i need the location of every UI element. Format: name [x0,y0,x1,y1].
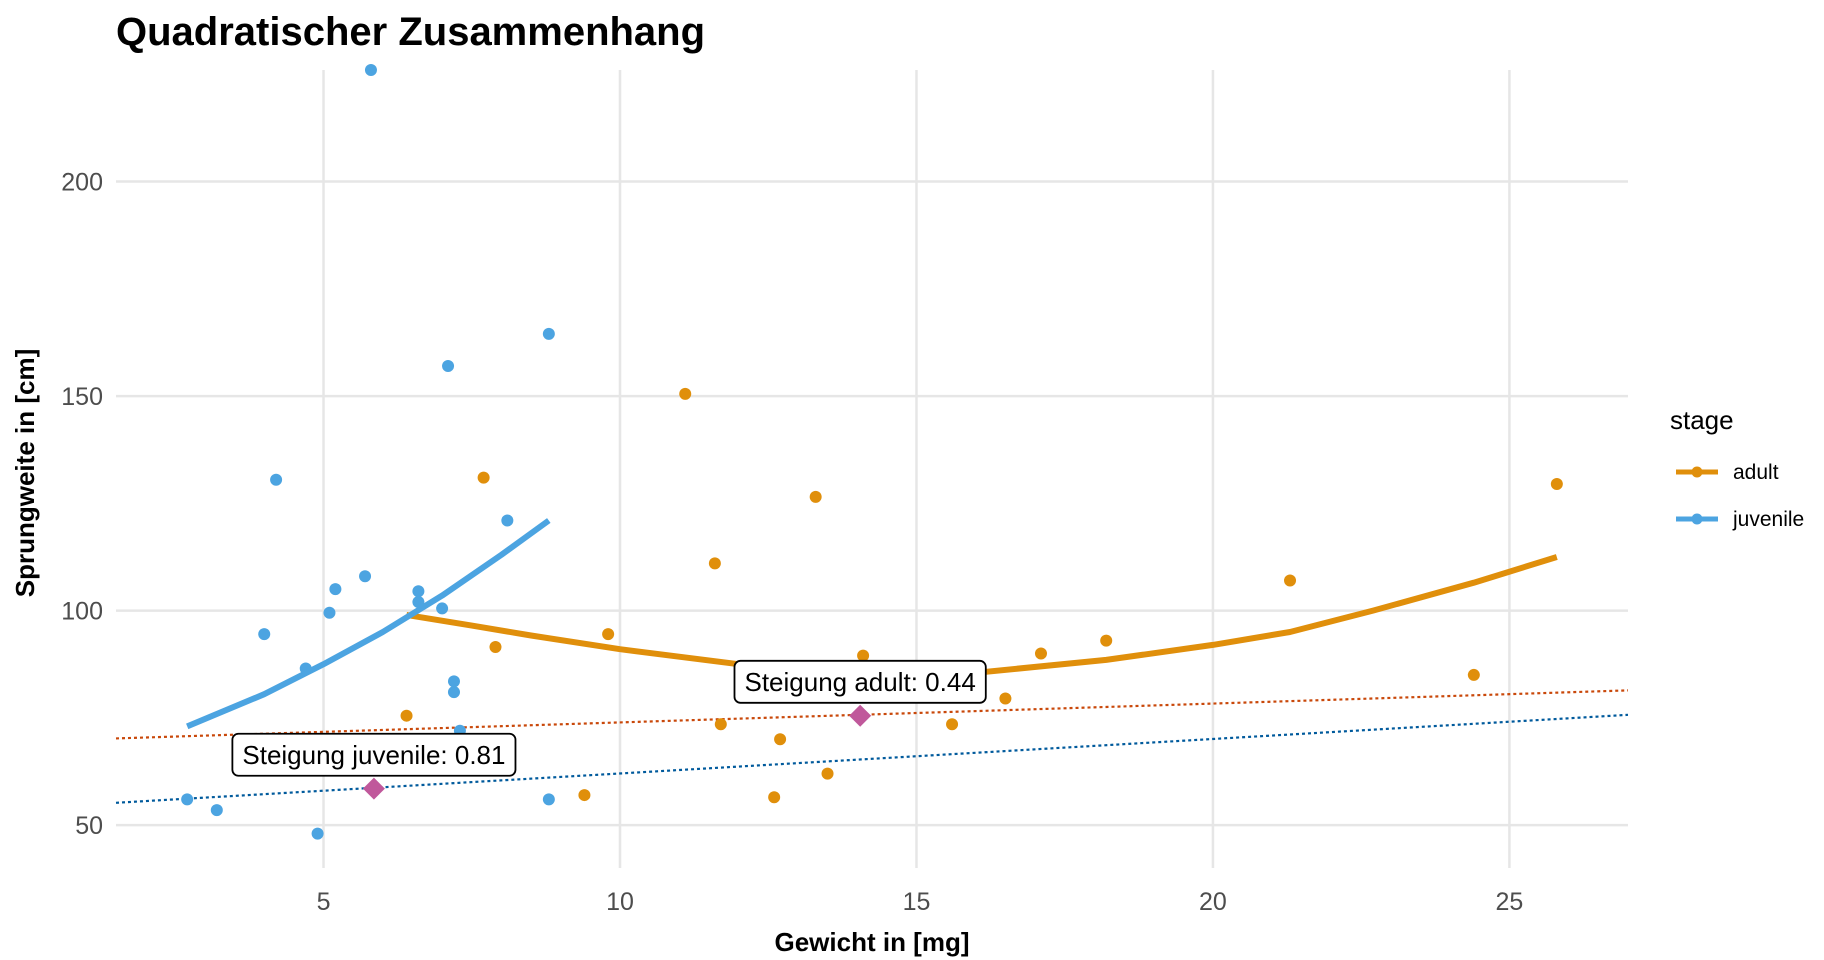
annotation-box [733,659,987,704]
data-point-juvenile [542,327,555,340]
legend-title: stage [1670,405,1734,435]
slope-annotation: Steigung juvenile: 0.81 [231,732,517,777]
legend-item-juvenile: juvenile [1676,508,1804,531]
data-point-juvenile [442,360,455,373]
slope-annotation: Steigung adult: 0.44 [733,659,987,704]
data-point-adult [708,557,721,570]
data-point-juvenile [412,585,425,598]
data-point-juvenile [412,596,425,608]
data-point-juvenile [501,514,514,527]
y-tick-labels: 50 100 150 200 [61,169,103,841]
data-point-adult [477,471,490,484]
legend-label: adult [1733,461,1779,484]
annotation-box [231,732,517,777]
y-tick-label: 150 [61,383,103,411]
legend-dot [1691,466,1703,478]
data-point-adult [400,709,413,722]
legend-dot [1691,513,1703,525]
annotation-label: Steigung adult: 0.44 [744,667,975,697]
annotations: Steigung adult: 0.44 Steigung juvenile: 0… [231,659,987,777]
data-point-juvenile [542,793,555,806]
data-point-juvenile [311,827,324,840]
data-point-juvenile [447,686,460,699]
y-tick-label: 200 [61,169,103,197]
legend-label: juvenile [1732,508,1804,531]
x-tick-label: 10 [606,888,634,916]
data-point-juvenile [364,64,377,76]
data-point-adult [602,628,615,641]
data-point-adult [1550,478,1563,491]
data-point-adult [857,649,870,662]
data-point-adult [1034,647,1047,660]
x-tick-label: 5 [317,888,331,916]
reference-line-adult [115,689,1629,740]
data-point-juvenile [270,473,283,486]
data-point-adult [1100,634,1113,647]
data-point-adult [809,490,822,503]
data-point-adult [489,641,502,654]
data-point-adult [679,387,692,400]
data-point-adult [774,733,787,746]
data-point-adult [1467,668,1480,681]
y-tick-label: 50 [75,812,103,840]
fit-curve-juvenile [186,518,551,730]
data-point-juvenile [447,675,460,688]
data-point-adult [1284,574,1297,587]
data-point-adult [768,791,781,804]
legend: stage adult juvenile [1670,405,1804,531]
data-point-juvenile [181,793,194,806]
x-tick-label: 15 [903,888,931,916]
legend-item-adult: adult [1676,461,1779,484]
data-point-adult [946,718,959,731]
data-point-adult [821,767,834,780]
y-axis-title: Sprungweite in [cm] [10,349,40,597]
chart-title: Quadratischer Zusammenhang [116,10,705,54]
x-tick-label: 25 [1496,888,1524,916]
x-tick-labels: 5 10 15 20 25 [317,888,1524,916]
diamond-marker [362,777,385,800]
data-point-adult [714,718,727,731]
data-point-juvenile [210,804,223,817]
diamond-marker [849,704,872,727]
data-point-juvenile [436,602,449,615]
data-point-juvenile [323,606,336,619]
data-point-juvenile [359,570,372,583]
data-point-juvenile [299,662,312,675]
grid-lines [116,70,1628,868]
data-point-adult [999,692,1012,705]
data-point-adult [578,789,591,802]
y-tick-label: 100 [61,598,103,626]
data-point-juvenile [258,628,271,641]
data-point-juvenile [329,583,342,596]
x-tick-label: 20 [1199,888,1227,916]
x-axis-title: Gewicht in [mg] [775,927,970,957]
annotation-label: Steigung juvenile: 0.81 [242,740,505,770]
fit-curve-adult [406,554,1558,678]
marker-points [362,704,872,800]
